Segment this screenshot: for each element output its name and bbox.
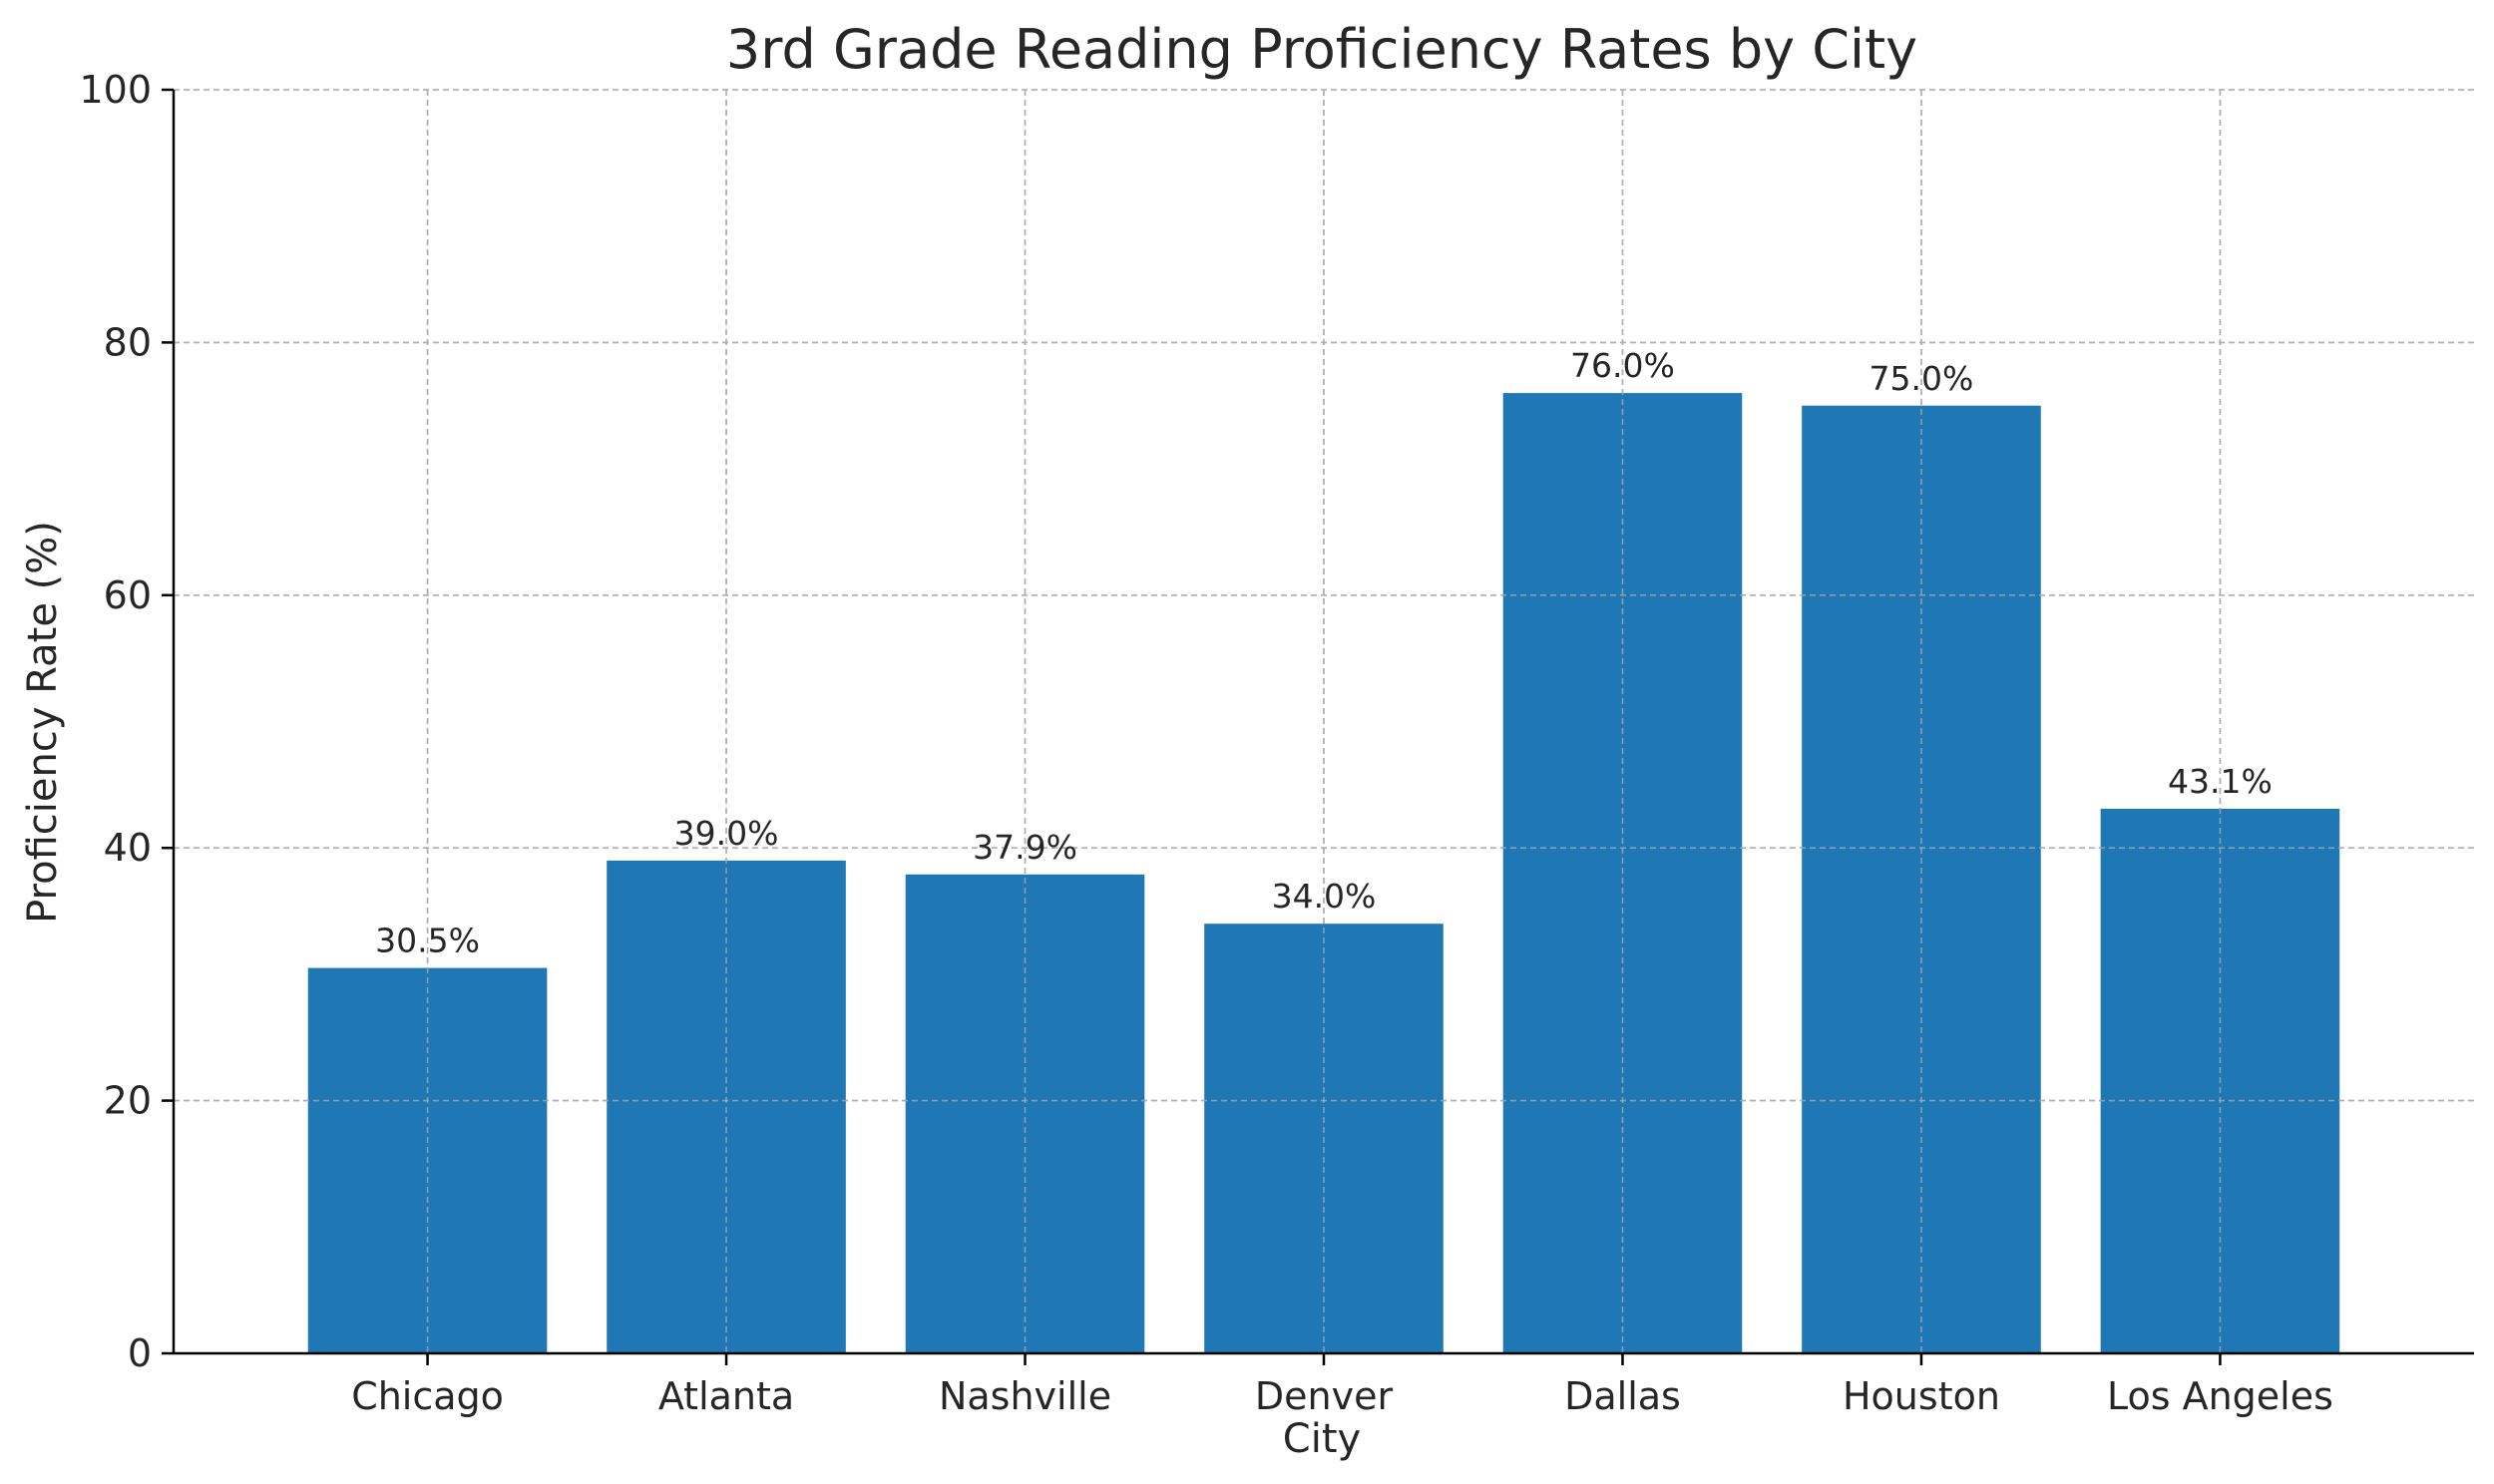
bar-value-label: 43.1% bbox=[2168, 762, 2273, 801]
x-tick-label: Atlanta bbox=[658, 1374, 794, 1418]
x-tick-label: Chicago bbox=[351, 1374, 504, 1418]
y-tick-label: 100 bbox=[79, 68, 152, 112]
bar-value-label: 34.0% bbox=[1272, 877, 1377, 916]
x-tick-label: Nashville bbox=[939, 1374, 1111, 1418]
bar-nashville bbox=[905, 874, 1145, 1353]
x-tick-label: Houston bbox=[1843, 1374, 2000, 1418]
x-tick-label: Denver bbox=[1255, 1374, 1394, 1418]
bars bbox=[174, 89, 2474, 1354]
y-axis-title: Proficiency Rate (%) bbox=[20, 521, 66, 924]
bar-value-label: 39.0% bbox=[674, 814, 779, 853]
y-tick-label: 60 bbox=[104, 573, 152, 617]
labels: 0 20 40 60 80 100 Chicago Atlanta Nashville Denve… bbox=[79, 68, 2332, 1418]
bar-value-label: 75.0% bbox=[1870, 359, 1974, 398]
axes bbox=[162, 88, 2474, 1365]
y-tick-label: 20 bbox=[104, 1079, 152, 1123]
y-tick-label: 80 bbox=[104, 320, 152, 364]
bar-value-label: 37.9% bbox=[973, 828, 1077, 867]
chart-title: 3rd Grade Reading Proficiency Rates by C… bbox=[726, 18, 1917, 81]
y-tick-label: 40 bbox=[104, 826, 152, 870]
bar-value-label: 30.5% bbox=[375, 922, 480, 960]
x-tick-label: Los Angeles bbox=[2107, 1374, 2333, 1418]
x-axis-title: City bbox=[1283, 1416, 1361, 1462]
bar-value-label: 76.0% bbox=[1570, 346, 1675, 385]
x-tick-label: Dallas bbox=[1564, 1374, 1681, 1418]
y-tick-label: 0 bbox=[128, 1331, 152, 1375]
